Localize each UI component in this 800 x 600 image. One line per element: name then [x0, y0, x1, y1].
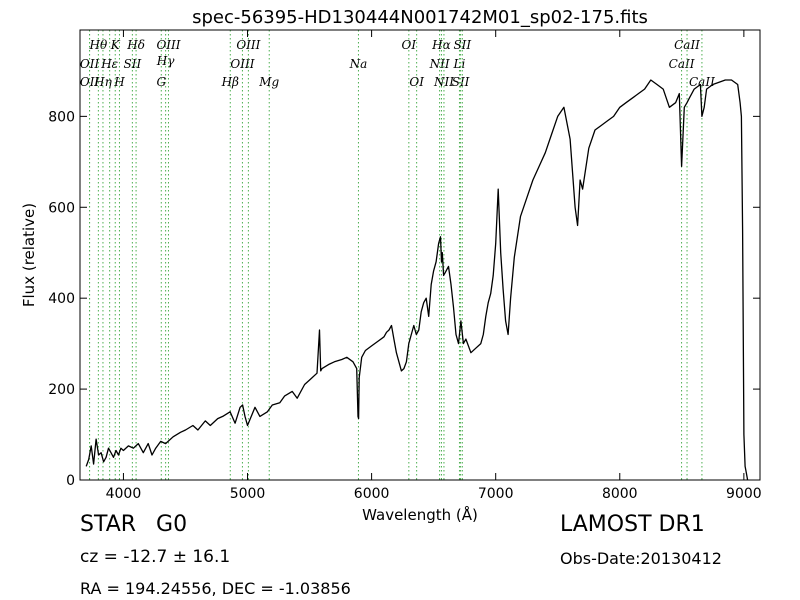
survey-name: LAMOST DR1	[560, 512, 705, 537]
object-class-line: STAR G0	[80, 512, 187, 537]
line-marker-label: OI	[409, 75, 424, 89]
line-marker-label: H	[113, 75, 125, 89]
line-marker-label: K	[110, 38, 121, 52]
x-tick-label: 9000	[726, 486, 762, 502]
spectrum-line-0	[85, 79, 749, 481]
line-marker-label: OII	[80, 75, 100, 89]
line-marker-label: G	[156, 75, 166, 89]
object-class: STAR	[80, 512, 137, 537]
y-tick-label: 0	[66, 473, 75, 489]
line-marker-label: OII	[80, 57, 100, 71]
redshift-cz: cz = -12.7 ± 16.1	[80, 547, 231, 567]
axis-ticks: 4000 5000 6000 7000 8000 9000 0 200 400 600 800	[48, 30, 762, 502]
line-marker-label: CaII	[669, 57, 695, 71]
line-marker-label: NII	[429, 57, 450, 71]
x-tick-label: 8000	[602, 486, 638, 502]
line-marker-label: Hβ	[221, 75, 239, 89]
line-marker-label: Na	[349, 57, 368, 71]
line-marker-label: Hθ	[89, 38, 108, 52]
line-marker-label: CaII	[689, 75, 715, 89]
line-marker-label: Hη	[93, 75, 112, 89]
y-axis-label: Flux (relative)	[20, 203, 38, 307]
line-marker-label: SII	[124, 57, 142, 71]
line-marker-label: Li	[453, 57, 466, 71]
line-marker-label: Hδ	[126, 38, 145, 52]
y-tick-label: 200	[48, 382, 75, 398]
line-markers: OII OII Hθ Hη Hε K H SII Hδ Hγ OIII G Hβ OIII OIII Mg Na…	[80, 30, 715, 480]
x-tick-label: 7000	[478, 486, 514, 502]
line-marker-label: SII	[452, 75, 470, 89]
y-tick-label: 400	[48, 291, 75, 307]
line-marker-label: CaII	[674, 38, 700, 52]
y-tick-label: 800	[48, 109, 75, 125]
x-tick-label: 5000	[230, 486, 266, 502]
x-tick-label: 6000	[354, 486, 390, 502]
x-tick-label: 4000	[106, 486, 142, 502]
line-marker-label: Hα	[431, 38, 451, 52]
line-marker-label: NII	[433, 75, 454, 89]
line-marker-label: Hε	[100, 57, 118, 71]
line-marker-label: OIII	[230, 57, 254, 71]
line-marker-label: OIII	[236, 38, 260, 52]
line-marker-label: OIII	[156, 38, 180, 52]
y-tick-label: 600	[48, 200, 75, 216]
line-marker-label: OI	[402, 38, 417, 52]
line-marker-label: Mg	[258, 75, 279, 89]
plot-frame	[79, 29, 761, 481]
line-marker-label: Hγ	[156, 54, 175, 68]
line-marker-label: SII	[453, 38, 471, 52]
x-axis-label: Wavelength (Å)	[362, 505, 478, 524]
spectrum-series	[85, 79, 749, 481]
chart-title: spec-56395-HD130444N001742M01_sp02-175.f…	[192, 7, 648, 28]
object-subclass: G0	[156, 512, 188, 537]
observation-date: Obs-Date:20130412	[560, 549, 722, 568]
ra-dec-coordinates: RA = 194.24556, DEC = -1.03856	[80, 579, 351, 598]
